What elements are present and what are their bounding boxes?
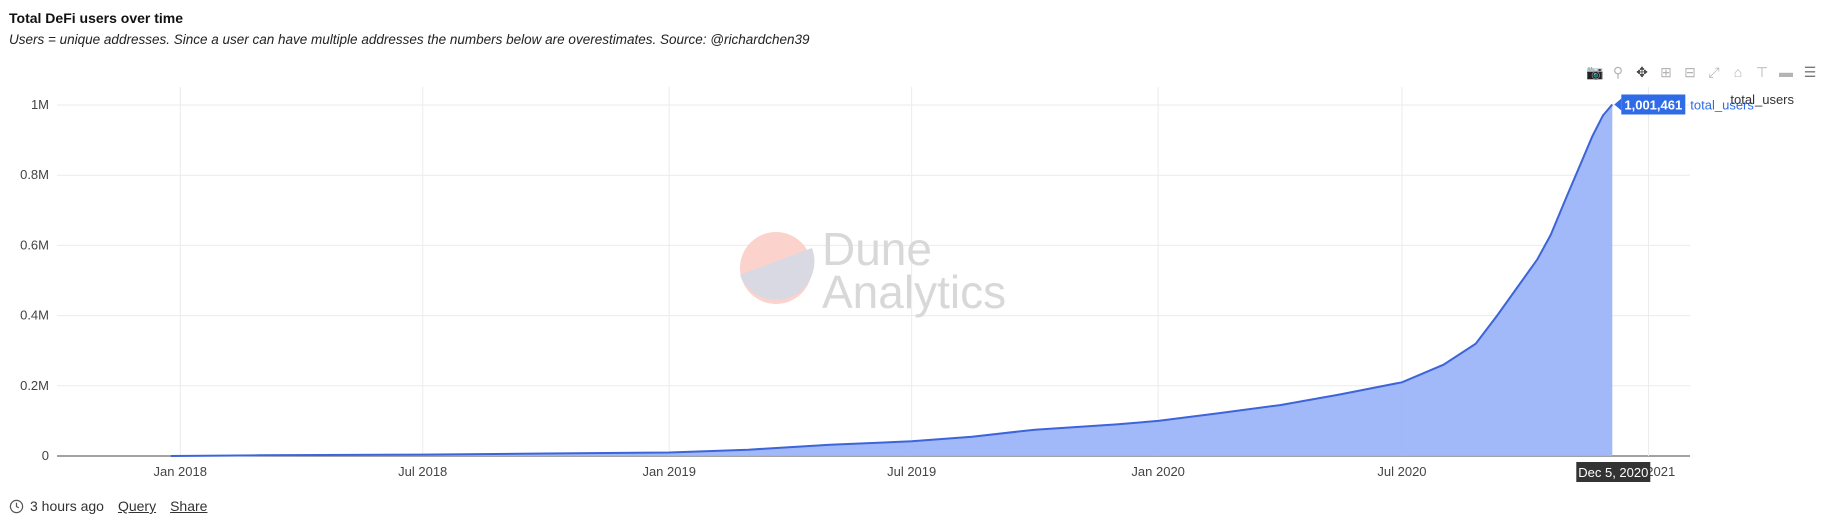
x-tick-label: Jan 2019 [642,464,696,479]
zoom-out-icon[interactable]: ⊟ [1684,64,1696,80]
hover-tooltip: 1,001,461 total_users Dec 5, 2020 [1576,94,1754,482]
plot-toolbar: 📷 ⚲ ✥ ⊞ ⊟ ⤢ ⌂ ⊤ ▬ ☰ [1586,64,1818,80]
y-tick-label: 0 [42,448,49,463]
pan-icon[interactable]: ✥ [1636,64,1648,80]
hover-compare-icon[interactable]: ☰ [1803,64,1817,80]
watermark-logo-circle-bottom [740,248,815,300]
chart-title: Total DeFi users over time [9,10,184,26]
series-layer [170,103,1614,457]
y-axis: 0 0.2M 0.4M 0.6M 0.8M 1M [20,97,49,463]
x-tick-label: Jan 2018 [153,464,207,479]
y-tick-label: 0.6M [20,237,49,252]
series-line [170,103,1614,457]
share-link[interactable]: Share [170,498,208,514]
chart-subtitle: Users = unique addresses. Since a user c… [9,32,810,47]
dune-analytics-watermark: Dune Analytics [740,223,1006,318]
y-tick-label: 0.4M [20,308,49,323]
camera-icon[interactable]: 📷 [1586,64,1604,80]
x-hover-label-bg [1576,462,1651,482]
footer: 3 hours ago Query Share [9,498,207,514]
watermark-line2: Analytics [822,266,1006,318]
hover-closest-icon[interactable]: ▬ [1779,64,1793,80]
clock-icon [9,499,24,513]
tooltip-value: 1,001,461 [1624,97,1682,112]
x-axis: Jan 2018 Jul 2018 Jan 2019 Jul 2019 Jan 2020… [153,464,1675,479]
x-tick-label: Jul 2018 [398,464,447,479]
x-hover-label: Dec 5, 2020 [1578,465,1648,480]
autoscale-icon[interactable]: ⤢ [1708,64,1720,80]
series-area-fill [170,104,1613,456]
updated-text: 3 hours ago [30,498,104,514]
last-updated: 3 hours ago [9,498,104,514]
tooltip-pointer [1614,98,1622,111]
spike-lines-icon[interactable]: ⊤ [1755,64,1769,80]
home-icon[interactable]: ⌂ [1733,64,1743,80]
y-tick-label: 0.2M [20,378,49,393]
query-link[interactable]: Query [117,498,157,514]
y-tick-label: 0.8M [20,167,49,182]
zoom-in-icon[interactable]: ⊞ [1660,64,1672,80]
x-tick-label: Jul 2019 [887,464,936,479]
x-tick-label: Jul 2020 [1377,464,1426,479]
watermark-line1: Dune [822,223,932,275]
zoom-icon[interactable]: ⚲ [1612,64,1624,80]
x-tick-label: Jan 2020 [1131,464,1185,479]
tooltip-value-bg [1621,94,1686,115]
y-tick-label: 1M [31,97,49,112]
legend-entry[interactable]: total_users [1730,92,1794,107]
tooltip-series-name: total_users [1690,97,1754,112]
